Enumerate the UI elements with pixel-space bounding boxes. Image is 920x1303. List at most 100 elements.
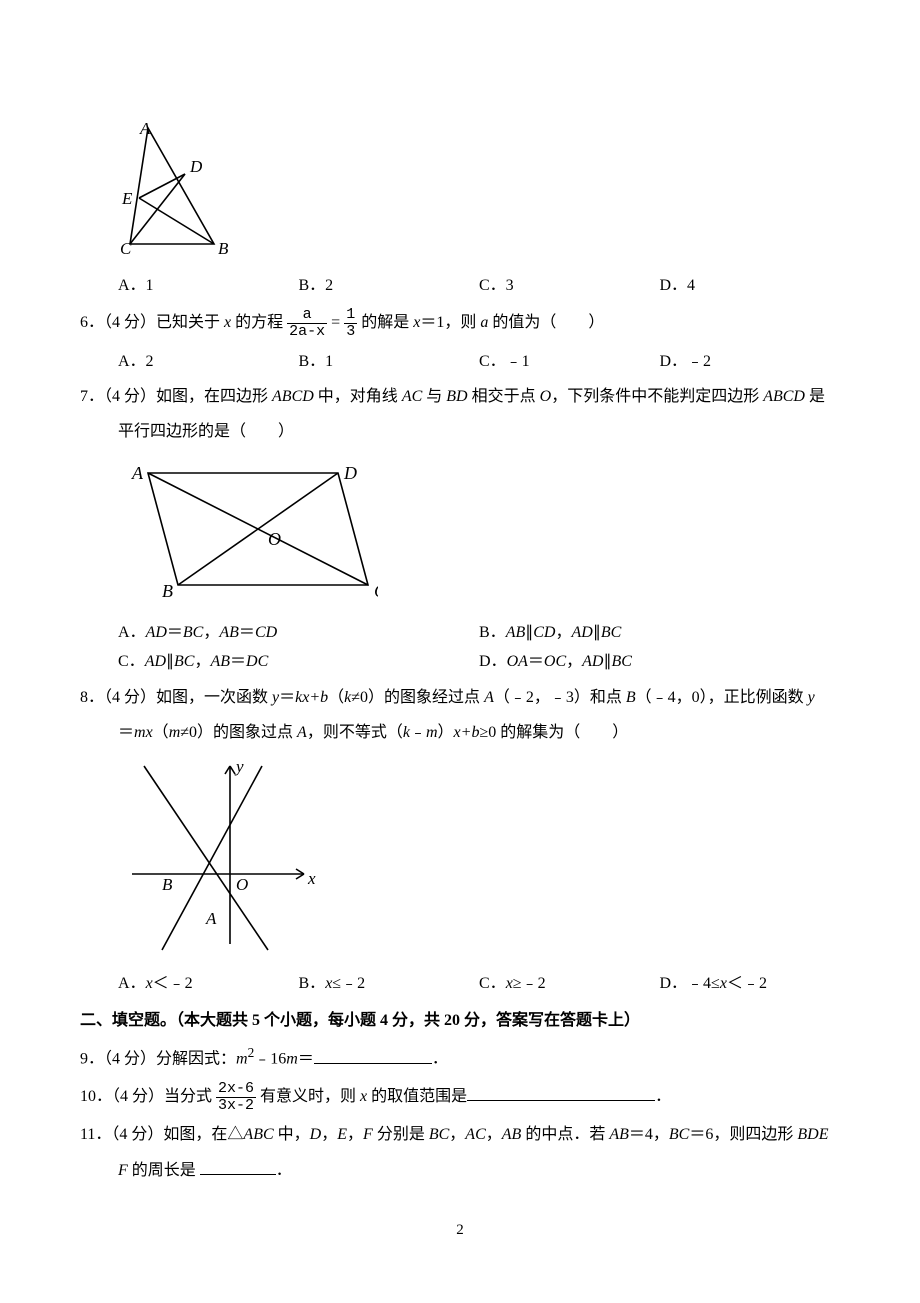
t: ．: [432, 1051, 448, 1068]
v: BC: [429, 1126, 449, 1143]
eq: ＝: [239, 624, 255, 641]
q7-m3: 相交于点: [468, 388, 540, 405]
frac-den: 3: [344, 324, 357, 340]
t: 的周长是: [128, 1162, 200, 1179]
q7: 7．（4 分）如图，在四边形 ABCD 中，对角线 AC 与 BD 相交于点 O…: [80, 383, 840, 410]
r: ＜﹣2: [153, 975, 193, 992]
q7-m5: 是: [805, 388, 825, 405]
q7-option-d: D．OA＝OC，AD∥BC: [479, 648, 840, 675]
q8-line2: ＝mx（m≠0）的图象过点 A，则不等式（k﹣m）x+b≥0 的解集为（ ）: [80, 719, 840, 746]
v: +b: [461, 724, 480, 741]
seg: AB: [219, 624, 239, 641]
v: AB: [502, 1126, 522, 1143]
q8-option-a: A．x＜﹣2: [118, 970, 299, 997]
p: A．: [118, 975, 146, 992]
q6-text: 6．（4 分）已知关于: [80, 314, 224, 331]
v: m: [426, 724, 438, 741]
q8-options: A．x＜﹣2 B．x≤﹣2 C．x≥﹣2 D．﹣4≤x＜﹣2: [80, 970, 840, 997]
v: x: [146, 975, 153, 992]
t: ≠0）的图象过点: [180, 724, 297, 741]
frac-den: 2a-x: [287, 324, 327, 340]
seg: BC: [601, 624, 621, 641]
q6-option-d: D．﹣2: [660, 348, 841, 375]
v: BDE: [797, 1126, 828, 1143]
frac-den: 3x-2: [216, 1098, 256, 1114]
q8-option-d: D．﹣4≤x＜﹣2: [660, 970, 841, 997]
seg: AB: [210, 653, 230, 670]
q7-m2: 与: [422, 388, 446, 405]
r: ＜﹣2: [727, 975, 767, 992]
q6: 6．（4 分）已知关于 x 的方程 a2a-x = 13 的解是 x＝1，则 a…: [80, 307, 840, 340]
p: B．: [299, 975, 326, 992]
q8-figure: y x O B A: [80, 756, 840, 956]
svg-text:A: A: [139, 120, 151, 138]
t: 中，: [274, 1126, 310, 1143]
frac-num: 2x-6: [216, 1081, 256, 1098]
p: D．﹣4≤: [660, 975, 720, 992]
q5-figure: A C B E D: [80, 120, 840, 258]
r: ≤﹣2: [332, 975, 365, 992]
eq: ＝: [528, 653, 544, 670]
p: C．: [479, 975, 506, 992]
q7-option-a: A．AD＝BC，AB＝CD: [118, 619, 479, 646]
seg: BC: [611, 653, 631, 670]
q6-mid1: 的方程: [231, 314, 283, 331]
opt-pre: C．: [118, 653, 145, 670]
t: ，: [347, 1126, 363, 1143]
v: x: [720, 975, 727, 992]
q7-m1: 中，对角线: [314, 388, 402, 405]
q9-pre: 9．（4 分）分解因式：: [80, 1051, 236, 1068]
v: y: [808, 689, 815, 706]
q7-figure: A D B C O: [80, 455, 840, 605]
t: ＝: [298, 1051, 314, 1068]
q11-pre: 11．（4 分）如图，在△: [80, 1126, 243, 1143]
opt-pre: B．: [479, 624, 506, 641]
q8-option-c: C．x≥﹣2: [479, 970, 660, 997]
svg-text:A: A: [205, 909, 217, 928]
q6-option-c: C．﹣1: [479, 348, 660, 375]
t: ≥0 的解集为（ ）: [479, 724, 628, 741]
svg-text:B: B: [218, 239, 228, 258]
opt-pre: A．: [118, 624, 146, 641]
v: kx+b: [295, 689, 328, 706]
q6-option-b: B．1: [299, 348, 480, 375]
q10-frac: 2x-63x-2: [216, 1081, 256, 1114]
q8-option-b: B．x≤﹣2: [299, 970, 480, 997]
q7-option-b: B．AB∥CD，AD∥BC: [479, 619, 840, 646]
q6-option-a: A．2: [118, 348, 299, 375]
seg: AB: [506, 624, 526, 641]
q5-option-b: B．2: [299, 272, 480, 299]
q9: 9．（4 分）分解因式：m2﹣16m＝．: [80, 1042, 840, 1073]
seg: AD: [146, 624, 167, 641]
eq: ＝: [230, 653, 246, 670]
page-root: A C B E D A．1 B．2 C．3 D．4 6．（4 分）已知关于 x …: [0, 0, 920, 1303]
v: m: [236, 1051, 248, 1068]
seg: AD: [145, 653, 166, 670]
seg: BC: [183, 624, 203, 641]
q7-m4: ，下列条件中不能判定四边形: [551, 388, 763, 405]
q11-blank: [200, 1158, 276, 1175]
v: ABC: [243, 1126, 273, 1143]
q6-mid2: 的解是: [361, 314, 413, 331]
q7-bd: BD: [446, 388, 467, 405]
r: ≥﹣2: [513, 975, 546, 992]
section2-title: 二、填空题。（本大题共 5 个小题，每小题 4 分，共 20 分，答案写在答题卡…: [80, 1007, 840, 1034]
svg-text:C: C: [120, 239, 132, 258]
svg-text:B: B: [162, 581, 173, 601]
svg-text:x: x: [307, 869, 316, 888]
t: ＝4，: [629, 1126, 669, 1143]
q7-ac: AC: [402, 388, 422, 405]
v: AB: [609, 1126, 629, 1143]
q5-options: A．1 B．2 C．3 D．4: [80, 272, 840, 299]
q7-option-c: C．AD∥BC，AB＝DC: [118, 648, 479, 675]
t: （: [328, 689, 344, 706]
t: ＝: [118, 724, 134, 741]
q6-frac2: 13: [344, 307, 357, 340]
q6-mid3: ＝1，则: [420, 314, 480, 331]
q9-blank: [314, 1047, 432, 1064]
frac-num: 1: [344, 307, 357, 324]
eq: ＝: [167, 624, 183, 641]
seg: DC: [246, 653, 268, 670]
sep: ，: [555, 624, 571, 641]
v: E: [337, 1126, 347, 1143]
